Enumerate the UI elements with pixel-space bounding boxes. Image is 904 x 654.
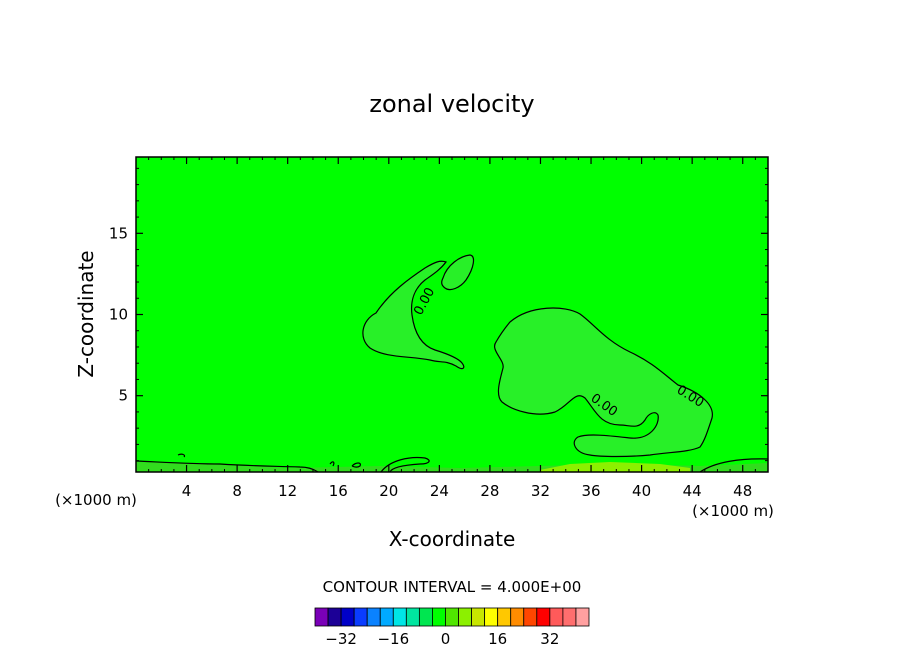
colorbar-tick-label: 16 [488, 630, 507, 648]
y-axis-label: Z-coordinate [74, 250, 98, 377]
x-axis-label: X-coordinate [389, 527, 516, 551]
contour-region [494, 307, 713, 458]
colorbar-swatch [432, 607, 446, 627]
x-tick-label: 32 [531, 482, 550, 500]
colorbar-swatch [445, 607, 459, 627]
y-axis: 5 10 15 [109, 167, 768, 462]
colorbar-swatch [575, 607, 590, 627]
colorbar-swatch [484, 607, 499, 627]
colorbar-swatch [366, 607, 381, 627]
x-tick-label: 8 [232, 482, 242, 500]
colorbar-swatch [405, 607, 420, 627]
colorbar-swatch [536, 607, 551, 627]
contour-line [351, 462, 361, 468]
colorbar-swatch [562, 607, 577, 627]
colorbar-swatch [392, 607, 407, 627]
contour-line [177, 453, 186, 458]
contour-region [362, 260, 465, 370]
colorbar-swatch [497, 607, 512, 627]
x-tick-label: 24 [430, 482, 449, 500]
colorbar-swatch [340, 607, 355, 627]
contour-line [329, 461, 335, 467]
x-tick-label: 12 [278, 482, 297, 500]
x-axis-unit-label: (×1000 m) [692, 502, 774, 520]
colorbar-swatch [458, 607, 472, 627]
contour-interval-text: CONTOUR INTERVAL = 4.000E+00 [323, 578, 582, 596]
colorbar-tick-label: −32 [325, 630, 357, 648]
colorbar-tick-label: −16 [377, 630, 409, 648]
colorbar-swatch [314, 607, 329, 627]
y-tick-label: 5 [118, 387, 128, 405]
colorbar-swatch [327, 607, 342, 627]
x-tick-label: 4 [182, 482, 192, 500]
x-tick-label: 20 [379, 482, 398, 500]
x-tick-label: 40 [632, 482, 651, 500]
chart-title: zonal velocity [369, 90, 534, 118]
x-origin-unit-label: (×1000 m) [55, 491, 137, 509]
x-tick-label: 28 [480, 482, 499, 500]
colorbar-swatch [353, 607, 368, 627]
colorbar-tick-label: 0 [441, 630, 451, 648]
colorbar [314, 607, 590, 627]
y-tick-label: 15 [109, 224, 128, 242]
plot-area: 0.00 0.00 0.00 [135, 156, 769, 473]
x-tick-label: 44 [683, 482, 702, 500]
x-tick-label: 16 [329, 482, 348, 500]
colorbar-swatch [523, 607, 538, 627]
x-axis: 4 8 12 16 20 24 28 32 36 40 44 48 [148, 157, 756, 500]
colorbar-swatch [549, 607, 564, 627]
colorbar-swatch [510, 607, 525, 627]
contour-line [135, 460, 319, 473]
colorbar-swatch [471, 607, 486, 627]
x-tick-label: 36 [581, 482, 600, 500]
colorbar-swatch [379, 607, 394, 627]
surface-band-light [540, 462, 690, 472]
y-tick-label: 10 [109, 306, 128, 324]
x-tick-label: 48 [733, 482, 752, 500]
contour-line [380, 456, 430, 473]
colorbar-ticks: −32 −16 0 16 32 [325, 630, 559, 648]
colorbar-swatch [418, 607, 433, 627]
colorbar-tick-label: 32 [540, 630, 559, 648]
contour-region [441, 254, 475, 291]
